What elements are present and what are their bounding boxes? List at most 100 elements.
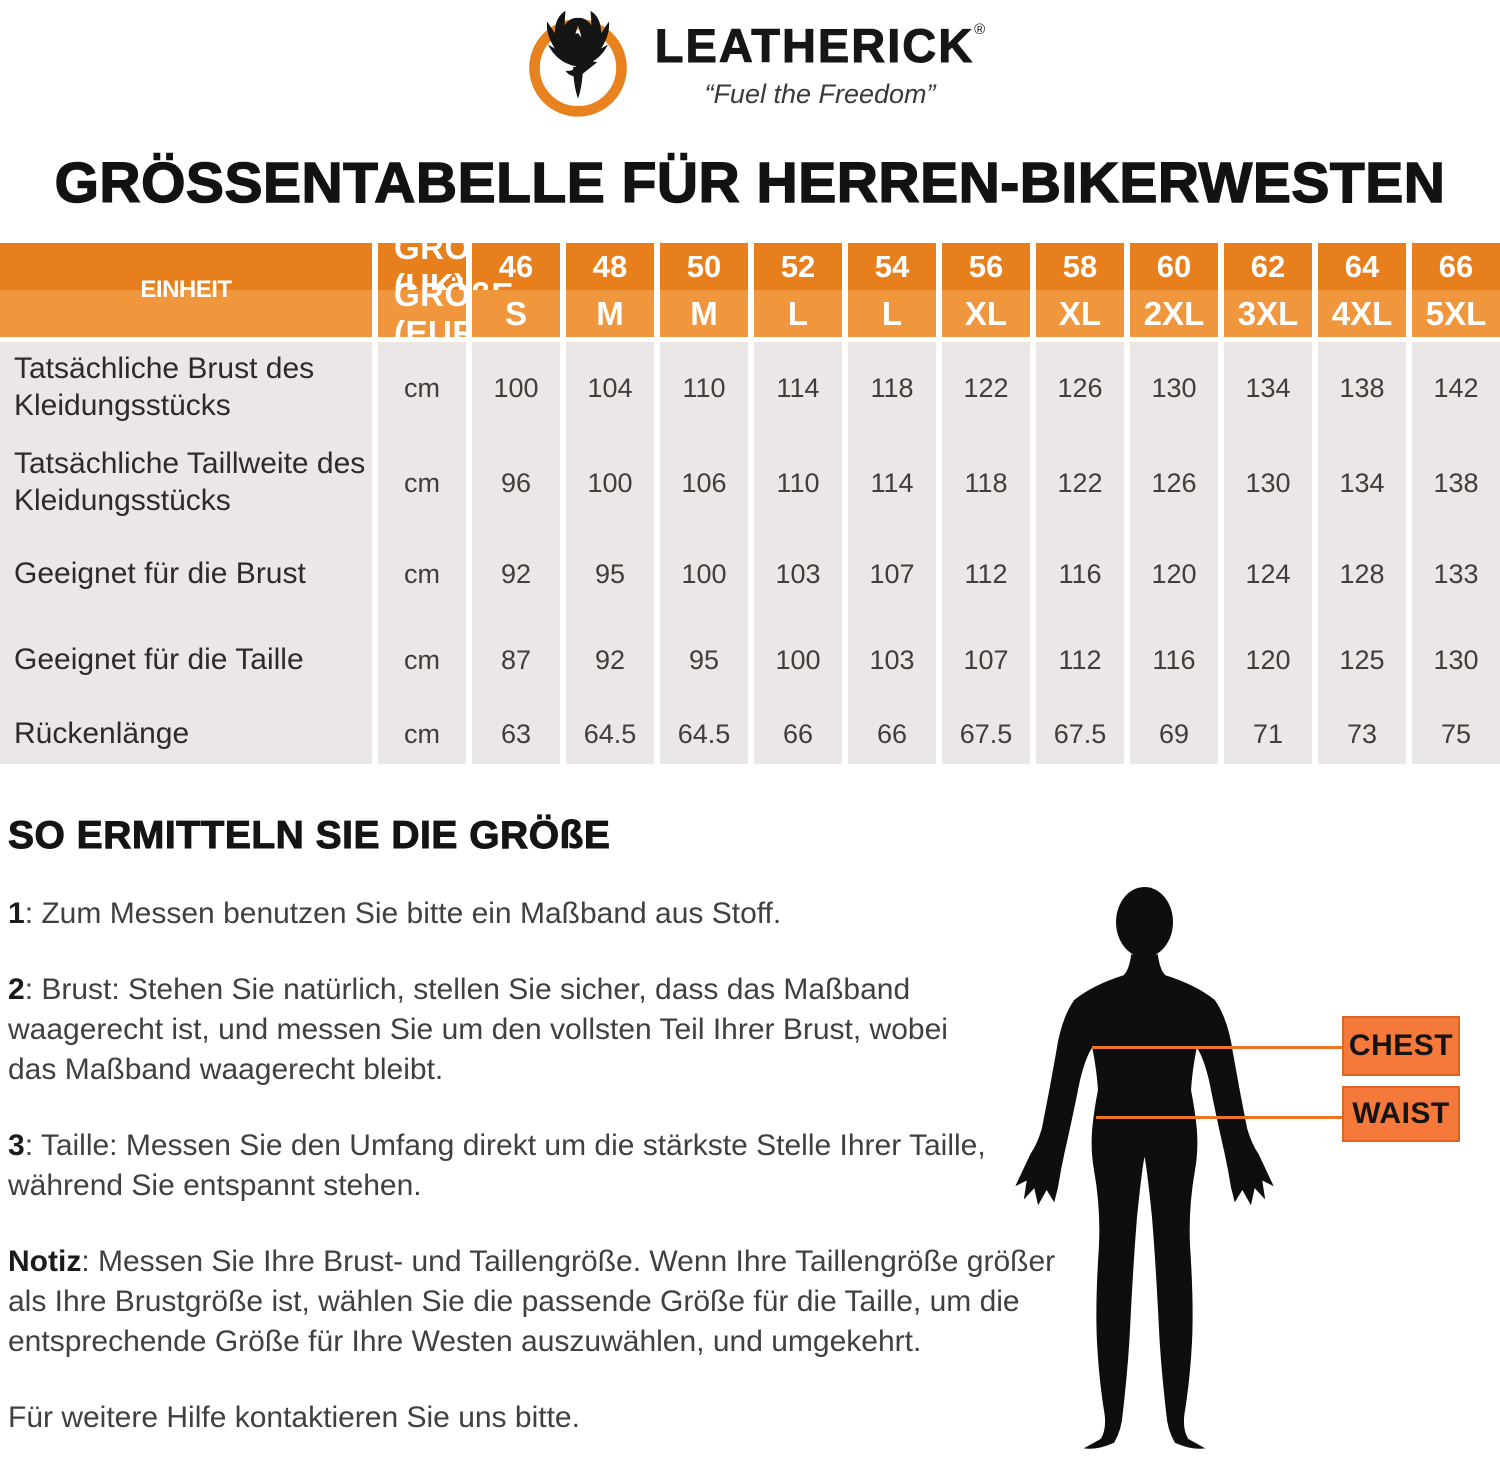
header-size-uk: 48: [566, 243, 654, 290]
unit-cell: cm: [378, 337, 466, 434]
header-size-uk: 62: [1224, 243, 1312, 290]
note-paragraph: Notiz: Messen Sie Ihre Brust- und Taille…: [8, 1242, 1083, 1362]
waist-measure-line: [1096, 1116, 1344, 1119]
value-cell: 92: [472, 532, 560, 616]
header-size-eu: 3XL: [1224, 290, 1312, 337]
value-cell: 130: [1224, 434, 1312, 532]
step-1-text: : Zum Messen benutzen Sie bitte ein Maßb…: [24, 897, 782, 930]
step-3: 3: Taille: Messen Sie den Umfang direkt …: [8, 1126, 998, 1206]
step-1: 1: Zum Messen benutzen Sie bitte ein Maß…: [8, 894, 1500, 934]
body-silhouette-icon: [1015, 886, 1274, 1449]
value-cell: 95: [566, 532, 654, 616]
value-cell: 107: [848, 532, 936, 616]
header-unit-label: EINHEIT: [0, 243, 372, 337]
value-cell: 116: [1130, 616, 1218, 704]
value-cell: 63: [472, 704, 560, 764]
header-size-eu: M: [566, 290, 654, 337]
eagle-emblem-icon: [528, 10, 627, 117]
value-cell: 114: [754, 337, 842, 434]
help-text: Für weitere Hilfe kontaktieren Sie uns b…: [8, 1401, 580, 1434]
howto-heading: SO ERMITTELN SIE DIE GRÖßE: [8, 814, 611, 858]
waist-label: WAIST: [1342, 1086, 1460, 1142]
header-size-eu: S: [472, 290, 560, 337]
unit-cell: cm: [378, 434, 466, 532]
row-label: Geeignet für die Brust: [0, 532, 372, 616]
brand-header: LEATHERICK® “Fuel the Freedom”: [0, 0, 1500, 122]
header-size-uk: 46: [472, 243, 560, 290]
value-cell: 130: [1412, 616, 1500, 704]
value-cell: 92: [566, 616, 654, 704]
value-cell: 95: [660, 616, 748, 704]
row-label: Tatsächliche Taillweite des Kleidungsstü…: [0, 434, 372, 532]
value-cell: 107: [942, 616, 1030, 704]
brand-name: LEATHERICK®: [654, 18, 986, 73]
row-label: Rückenlänge: [0, 704, 372, 764]
value-cell: 64.5: [566, 704, 654, 764]
value-cell: 124: [1224, 532, 1312, 616]
value-cell: 67.5: [942, 704, 1030, 764]
chest-label: CHEST: [1342, 1016, 1460, 1076]
chest-measure-line: [1092, 1046, 1344, 1049]
value-cell: 103: [848, 616, 936, 704]
header-size-eu: 4XL: [1318, 290, 1406, 337]
unit-cell: cm: [378, 532, 466, 616]
value-cell: 100: [660, 532, 748, 616]
step-1-number: 1: [8, 897, 25, 930]
brand-wordmark: LEATHERICK: [654, 19, 975, 73]
header-size-eu: XL: [942, 290, 1030, 337]
unit-cell: cm: [378, 704, 466, 764]
value-cell: 103: [754, 532, 842, 616]
step-3-text: : Taille: Messen Sie den Umfang direkt u…: [8, 1129, 986, 1202]
header-size-eu-label: GRÖßE (EUROPA): [378, 276, 558, 351]
header-size-eu: XL: [1036, 290, 1124, 337]
value-cell: 142: [1412, 337, 1500, 434]
step-2-number: 2: [8, 973, 25, 1006]
value-cell: 73: [1318, 704, 1406, 764]
value-cell: 133: [1412, 532, 1500, 616]
header-size-eu: 5XL: [1412, 290, 1500, 337]
note-text: : Messen Sie Ihre Brust- und Taillengröß…: [8, 1245, 1056, 1358]
value-cell: 126: [1036, 337, 1124, 434]
howto-section: SO ERMITTELN SIE DIE GRÖßE 1: Zum Messen…: [8, 814, 1500, 1438]
value-cell: 66: [754, 704, 842, 764]
value-cell: 126: [1130, 434, 1218, 532]
brand-tagline: “Fuel the Freedom”: [704, 79, 936, 109]
header-size-uk: 66: [1412, 243, 1500, 290]
header-size-uk: 64: [1318, 243, 1406, 290]
value-cell: 134: [1318, 434, 1406, 532]
registered-mark: ®: [974, 21, 986, 38]
value-cell: 100: [566, 434, 654, 532]
value-cell: 100: [754, 616, 842, 704]
value-cell: 110: [754, 434, 842, 532]
value-cell: 120: [1130, 532, 1218, 616]
value-cell: 116: [1036, 532, 1124, 616]
step-2-text: : Brust: Stehen Sie natürlich, stellen S…: [8, 973, 948, 1086]
value-cell: 118: [942, 434, 1030, 532]
value-cell: 96: [472, 434, 560, 532]
value-cell: 75: [1412, 704, 1500, 764]
value-cell: 104: [566, 337, 654, 434]
page-title: GRÖSSENTABELLE FÜR HERREN-BIKERWESTEN: [54, 150, 1446, 215]
header-size-uk: 52: [754, 243, 842, 290]
value-cell: 100: [472, 337, 560, 434]
size-table: GRÖßE (UK) EINHEIT 46 48 50 52 54 56 58 …: [0, 229, 1500, 764]
header-size-uk: 50: [660, 243, 748, 290]
body-silhouette: [1002, 870, 1287, 1472]
value-cell: 114: [848, 434, 936, 532]
header-size-eu: L: [848, 290, 936, 337]
value-cell: 130: [1130, 337, 1218, 434]
value-cell: 138: [1318, 337, 1406, 434]
unit-cell: cm: [378, 616, 466, 704]
value-cell: 125: [1318, 616, 1406, 704]
header-size-eu: 2XL: [1130, 290, 1218, 337]
value-cell: 128: [1318, 532, 1406, 616]
row-label: Tatsächliche Brust des Kleidungsstücks: [0, 337, 372, 434]
value-cell: 112: [1036, 616, 1124, 704]
value-cell: 138: [1412, 434, 1500, 532]
header-size-uk: 58: [1036, 243, 1124, 290]
brand-text-block: LEATHERICK® “Fuel the Freedom”: [654, 18, 986, 110]
value-cell: 67.5: [1036, 704, 1124, 764]
step-2: 2: Brust: Stehen Sie natürlich, stellen …: [8, 970, 998, 1090]
row-label: Geeignet für die Taille: [0, 616, 372, 704]
